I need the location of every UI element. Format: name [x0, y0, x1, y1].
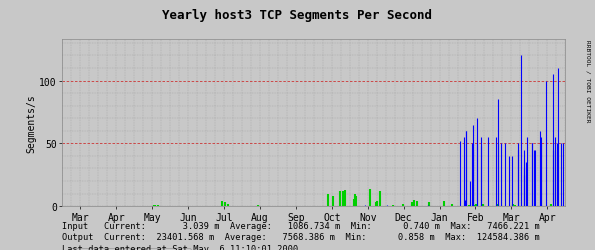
Text: Input   Current:       3.039 m  Average:   1086.734 m  Min:      0.740 m  Max:  : Input Current: 3.039 m Average: 1086.734… [62, 221, 540, 230]
Y-axis label: Segments/s: Segments/s [27, 94, 36, 152]
Text: Output  Current:  23401.568 m  Average:   7568.386 m  Min:      0.858 m  Max:  1: Output Current: 23401.568 m Average: 756… [62, 232, 540, 241]
Text: Last data entered at Sat May  6 11:10:01 2000.: Last data entered at Sat May 6 11:10:01 … [62, 244, 304, 250]
Text: RRBTOOL / TOBI OETIKER: RRBTOOL / TOBI OETIKER [586, 40, 591, 122]
Text: Yearly host3 TCP Segments Per Second: Yearly host3 TCP Segments Per Second [162, 9, 433, 22]
Legend: Input, Output: Input, Output [68, 248, 190, 250]
